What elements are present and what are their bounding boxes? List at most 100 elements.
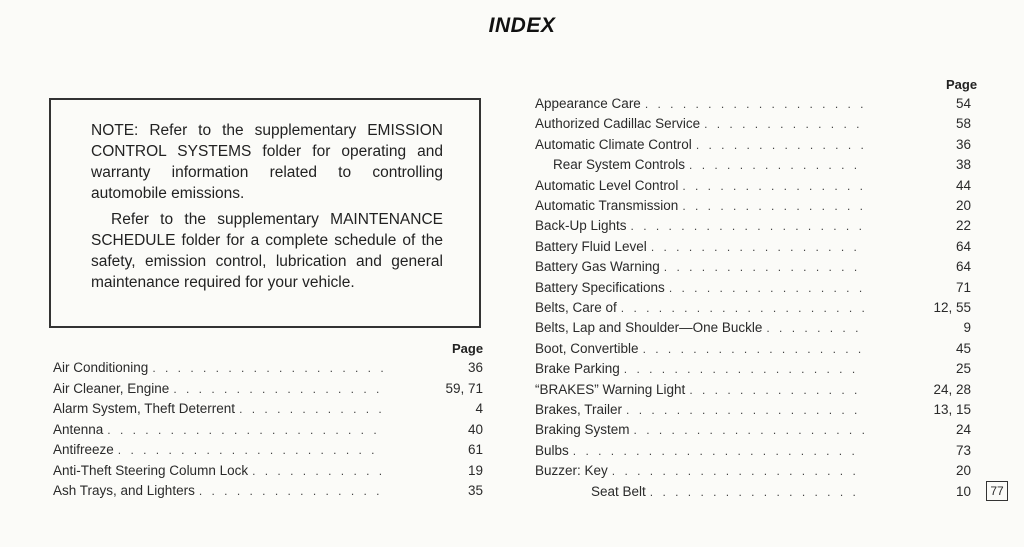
leader-dots: . . . . . . . . . . . . . . . . . . . . … xyxy=(668,280,865,295)
leader-dots: . . . . . . . . . . . . . . . . . . . . … xyxy=(630,219,865,234)
leader-dots: . . . . . . . . . . . . . . . . . . . . … xyxy=(173,381,383,396)
note-paragraph-maintenance: Refer to the supplementary MAINTENANCE S… xyxy=(91,211,443,291)
leader-dots: . . . . . . . . . . . . . . . . . . . . … xyxy=(107,422,383,437)
entry-label: Automatic Level Control xyxy=(535,177,679,193)
entry-page: 36 xyxy=(955,136,971,152)
entry-label: Automatic Transmission xyxy=(535,198,679,213)
leader-dots: . . . . . . . . . . . . . . . . . . . . … xyxy=(689,382,865,397)
leader-dots: . . . . . . . . . . . . . . . . . . . . … xyxy=(117,443,383,457)
entry-label: Rear System Controls xyxy=(553,157,686,173)
index-entry: Brakes, Trailer. . . . . . . . . . . . .… xyxy=(535,400,971,420)
note-text: NOTE: Refer to the supplementary EMISSIO… xyxy=(91,120,443,293)
entry-page: 35 xyxy=(467,483,483,498)
index-entry: Back-Up Lights. . . . . . . . . . . . . … xyxy=(535,216,971,236)
entry-page: 20 xyxy=(955,198,971,213)
index-entry: Seat Belt. . . . . . . . . . . . . . . .… xyxy=(591,482,971,502)
leader-dots: . . . . . . . . . . . . . . . . . . . . … xyxy=(644,97,865,111)
entry-page: 40 xyxy=(467,421,483,437)
left-page-header: Page xyxy=(452,341,484,356)
entry-label: Ash Trays, and Lighters xyxy=(53,483,195,498)
index-entry: Alarm System, Theft Deterrent. . . . . .… xyxy=(53,399,483,419)
entry-page: 64 xyxy=(955,259,971,275)
entry-page: 12, 55 xyxy=(933,300,971,315)
leader-dots: . . . . . . . . . . . . . . . . . . . . … xyxy=(704,117,865,132)
entry-label: Automatic Climate Control xyxy=(535,136,692,152)
entry-label: “BRAKES” Warning Light xyxy=(535,381,686,397)
leader-dots: . . . . . . . . . . . . . . . . . . . . … xyxy=(152,361,383,375)
leader-dots: . . . . . . . . . . . . . . . . . . . . … xyxy=(642,341,865,356)
entry-page: 25 xyxy=(955,361,971,377)
entry-page: 73 xyxy=(955,442,971,458)
entry-page: 54 xyxy=(955,96,971,111)
entry-label: Belts, Lap and Shoulder—One Buckle xyxy=(535,320,763,336)
index-entry: Antifreeze. . . . . . . . . . . . . . . … xyxy=(53,440,483,460)
entry-page: 19 xyxy=(467,462,483,478)
entry-label: Anti-Theft Steering Column Lock xyxy=(53,462,249,478)
entry-page: 13, 15 xyxy=(933,402,971,417)
index-entry: Ash Trays, and Lighters. . . . . . . . .… xyxy=(53,481,483,501)
index-entry: Belts, Care of. . . . . . . . . . . . . … xyxy=(535,298,971,318)
leader-dots: . . . . . . . . . . . . . . . . . . . . … xyxy=(682,199,865,213)
leader-dots: . . . . . . . . . . . . . . . . . . . . … xyxy=(239,402,383,416)
index-entry: Rear System Controls. . . . . . . . . . … xyxy=(553,155,971,175)
leader-dots: . . . . . . . . . . . . . . . . . . . . … xyxy=(252,463,383,478)
entry-page: 38 xyxy=(955,157,971,173)
entry-label: Battery Fluid Level xyxy=(535,238,647,254)
note-box: NOTE: Refer to the supplementary EMISSIO… xyxy=(49,98,481,328)
entry-label: Bulbs xyxy=(535,442,569,458)
index-entry: Appearance Care. . . . . . . . . . . . .… xyxy=(535,94,971,114)
entry-label: Battery Specifications xyxy=(535,279,665,295)
entry-label: Battery Gas Warning xyxy=(535,259,660,275)
index-entry: Antenna. . . . . . . . . . . . . . . . .… xyxy=(53,420,483,440)
leader-dots: . . . . . . . . . . . . . . . . . . . . … xyxy=(611,464,865,479)
index-entry: Brake Parking. . . . . . . . . . . . . .… xyxy=(535,359,971,379)
entry-page: 64 xyxy=(955,238,971,254)
leader-dots: . . . . . . . . . . . . . . . . . . . . … xyxy=(623,362,865,377)
index-entry: Air Conditioning. . . . . . . . . . . . … xyxy=(53,358,483,378)
index-entry: Authorized Cadillac Service. . . . . . .… xyxy=(535,114,971,134)
index-entry: Anti-Theft Steering Column Lock. . . . .… xyxy=(53,461,483,481)
entry-label: Antifreeze xyxy=(53,442,114,457)
leader-dots: . . . . . . . . . . . . . . . . . . . . … xyxy=(620,301,865,315)
entry-label: Boot, Convertible xyxy=(535,340,639,356)
index-entry: Boot, Convertible. . . . . . . . . . . .… xyxy=(535,339,971,359)
entry-page: 58 xyxy=(955,116,971,132)
index-entry: Battery Fluid Level. . . . . . . . . . .… xyxy=(535,237,971,257)
entry-label: Appearance Care xyxy=(535,96,641,111)
entry-label: Seat Belt xyxy=(591,483,646,499)
entry-page: 59, 71 xyxy=(445,380,483,396)
entry-page: 44 xyxy=(955,177,971,193)
entry-label: Brake Parking xyxy=(535,361,620,377)
leader-dots: . . . . . . . . . . . . . . . . . . . . … xyxy=(572,443,865,458)
entry-label: Air Cleaner, Engine xyxy=(53,380,170,396)
leader-dots: . . . . . . . . . . . . . . . . . . . . … xyxy=(626,403,865,417)
entry-page: 9 xyxy=(963,320,971,336)
entry-label: Antenna xyxy=(53,421,104,437)
index-entry: Battery Gas Warning. . . . . . . . . . .… xyxy=(535,257,971,277)
index-entry: Belts, Lap and Shoulder—One Buckle. . . … xyxy=(535,318,971,338)
leader-dots: . . . . . . . . . . . . . . . . . . . . … xyxy=(766,321,865,336)
note-paragraph-emission: NOTE: Refer to the supplementary EMISSIO… xyxy=(91,122,443,202)
entry-label: Braking System xyxy=(535,422,630,438)
entry-label: Authorized Cadillac Service xyxy=(535,116,701,132)
entry-label: Belts, Care of xyxy=(535,300,617,315)
entry-page: 22 xyxy=(955,218,971,234)
index-entry: Automatic Transmission. . . . . . . . . … xyxy=(535,196,971,216)
entry-label: Air Conditioning xyxy=(53,360,149,375)
entry-page: 45 xyxy=(955,340,971,356)
entry-page: 61 xyxy=(467,442,483,457)
entry-page: 20 xyxy=(955,463,971,479)
leader-dots: . . . . . . . . . . . . . . . . . . . . … xyxy=(689,158,865,173)
entry-label: Buzzer: Key xyxy=(535,463,608,479)
leader-dots: . . . . . . . . . . . . . . . . . . . . … xyxy=(695,137,865,152)
index-entry: Air Cleaner, Engine. . . . . . . . . . .… xyxy=(53,379,483,399)
entry-page: 10 xyxy=(955,483,971,499)
index-entry: Braking System. . . . . . . . . . . . . … xyxy=(535,420,971,440)
right-page-header: Page xyxy=(946,77,978,92)
index-entry: “BRAKES” Warning Light. . . . . . . . . … xyxy=(535,380,971,400)
entry-page: 24, 28 xyxy=(933,381,971,397)
index-entry: Battery Specifications. . . . . . . . . … xyxy=(535,278,971,298)
page-title: INDEX xyxy=(488,14,556,37)
leader-dots: . . . . . . . . . . . . . . . . . . . . … xyxy=(649,484,865,499)
entry-page: 24 xyxy=(955,422,971,438)
